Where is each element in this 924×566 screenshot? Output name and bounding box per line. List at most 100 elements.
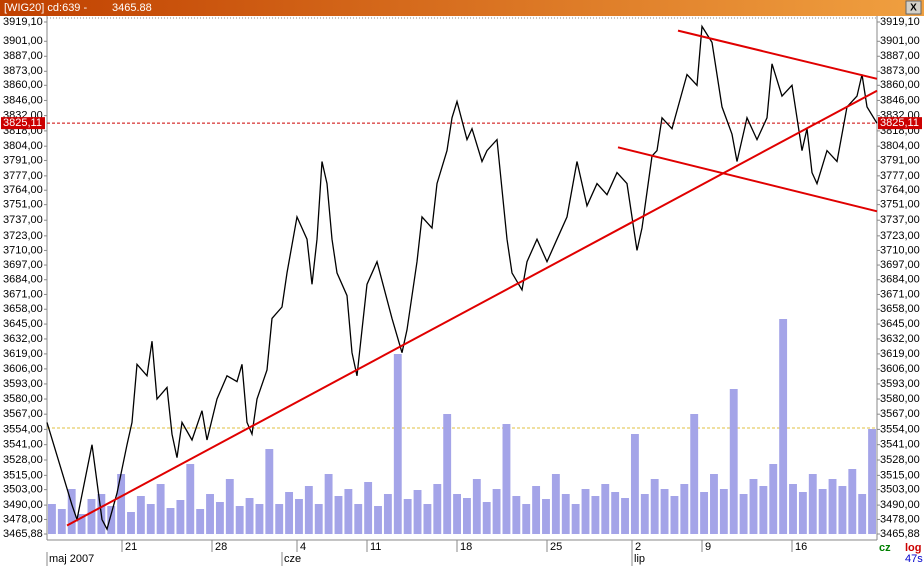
y-tick-label: 3619,00 <box>880 348 920 360</box>
volume-bar <box>512 496 521 534</box>
volume-bar <box>710 474 718 534</box>
volume-bar <box>858 494 867 534</box>
y-tick-label: 3580,00 <box>3 393 43 405</box>
volume-bar <box>502 424 511 534</box>
window-last: 3465.88 <box>112 2 152 14</box>
volume-bar <box>798 492 807 534</box>
volume-bar <box>601 484 610 534</box>
volume-bar <box>542 499 550 534</box>
x-tick-label: 25 <box>550 541 562 553</box>
volume-bar <box>354 504 363 534</box>
volume-bar <box>640 494 649 534</box>
y-tick-label: 3764,00 <box>3 184 43 196</box>
y-tick-label: 3777,00 <box>880 170 920 182</box>
y-tick-label: 3503,00 <box>880 484 920 496</box>
y-tick-label: 3671,00 <box>880 288 920 300</box>
volume-bar <box>77 514 86 534</box>
volume-bar <box>186 464 195 534</box>
volume-bar <box>295 499 303 534</box>
y-tick-label: 3465,88 <box>880 528 920 540</box>
volume-bar <box>749 479 758 534</box>
volume-bar <box>808 474 817 534</box>
volume-bar <box>107 506 116 534</box>
volume-bar <box>611 492 620 534</box>
y-tick-label: 3737,00 <box>880 214 920 226</box>
y-tick-label: 3490,00 <box>880 499 920 511</box>
volume-bar <box>769 464 778 534</box>
close-label[interactable]: X <box>910 3 917 14</box>
volume-bar <box>818 489 827 534</box>
volume-bar <box>403 499 412 534</box>
y-tick-label: 3764,00 <box>880 184 920 196</box>
month-label: maj 2007 <box>49 553 94 565</box>
volume-bar <box>136 496 145 534</box>
volume-bar <box>561 494 570 534</box>
volume-bar <box>492 489 501 534</box>
volume-bar <box>739 494 748 534</box>
y-tick-label: 3632,00 <box>3 333 43 345</box>
volume-bar <box>729 389 738 534</box>
current-price-label: 3825,11 <box>880 117 919 129</box>
volume-bar <box>156 484 165 534</box>
volume-bar <box>463 498 471 534</box>
y-tick-label: 3873,00 <box>880 65 920 77</box>
volume-bar <box>581 489 590 534</box>
x-tick-label: 18 <box>460 541 472 553</box>
volume-bar <box>146 504 155 534</box>
y-tick-label: 3737,00 <box>3 214 43 226</box>
y-tick-label: 3645,00 <box>880 318 920 330</box>
y-tick-label: 3619,00 <box>3 348 43 360</box>
y-tick-label: 3901,00 <box>880 35 920 47</box>
y-tick-label: 3751,00 <box>880 199 920 211</box>
volume-bar <box>166 508 175 534</box>
volume-bar <box>127 512 135 534</box>
volume-bar <box>828 479 837 534</box>
title-bar <box>0 0 924 16</box>
x-tick-label: 4 <box>300 541 306 553</box>
volume-bar <box>433 484 442 534</box>
trend-line <box>66 89 878 527</box>
y-tick-label: 3632,00 <box>880 333 920 345</box>
x-tick-label: 2 <box>635 541 641 553</box>
volume-bar <box>393 354 402 534</box>
y-tick-label: 3593,00 <box>880 378 920 390</box>
volume-bar <box>482 502 491 534</box>
y-tick-label: 3478,00 <box>3 513 43 525</box>
x-tick-label: 9 <box>705 541 711 553</box>
volume-bar <box>374 506 382 534</box>
volume-bar <box>117 474 126 534</box>
volume-bar <box>868 429 876 534</box>
y-tick-label: 3503,00 <box>3 484 43 496</box>
volume-bar <box>551 474 560 534</box>
volume-bar <box>383 494 392 534</box>
y-tick-label: 3658,00 <box>880 303 920 315</box>
volume-bar <box>423 504 432 534</box>
volume-bar <box>215 502 224 534</box>
volume-bar <box>660 489 669 534</box>
volume-bar <box>364 482 373 534</box>
volume-bar <box>225 479 234 534</box>
y-tick-label: 3554,00 <box>3 423 43 435</box>
volume-bar <box>285 492 294 534</box>
x-tick-label: 11 <box>370 541 381 553</box>
y-tick-label: 3606,00 <box>3 363 43 375</box>
y-tick-label: 3710,00 <box>880 244 920 256</box>
mode-label: cz <box>879 542 891 554</box>
current-price-box <box>1 117 45 130</box>
volume-bar <box>700 492 709 534</box>
close-button[interactable] <box>905 0 922 15</box>
y-tick-label: 3515,00 <box>3 469 43 481</box>
volume-bar <box>650 479 659 534</box>
y-tick-label: 3684,00 <box>880 274 920 286</box>
y-tick-label: 3580,00 <box>880 393 920 405</box>
volume-bar <box>255 504 264 534</box>
y-tick-label: 3919,10 <box>3 16 43 28</box>
volume-bar <box>87 499 96 534</box>
volume-bar <box>334 496 343 534</box>
y-tick-label: 3751,00 <box>3 199 43 211</box>
volume-bar <box>670 496 679 534</box>
x-tick-label: 21 <box>125 541 137 553</box>
volume-bar <box>571 504 580 534</box>
y-tick-label: 3723,00 <box>880 230 920 242</box>
month-label: lip <box>634 553 645 565</box>
